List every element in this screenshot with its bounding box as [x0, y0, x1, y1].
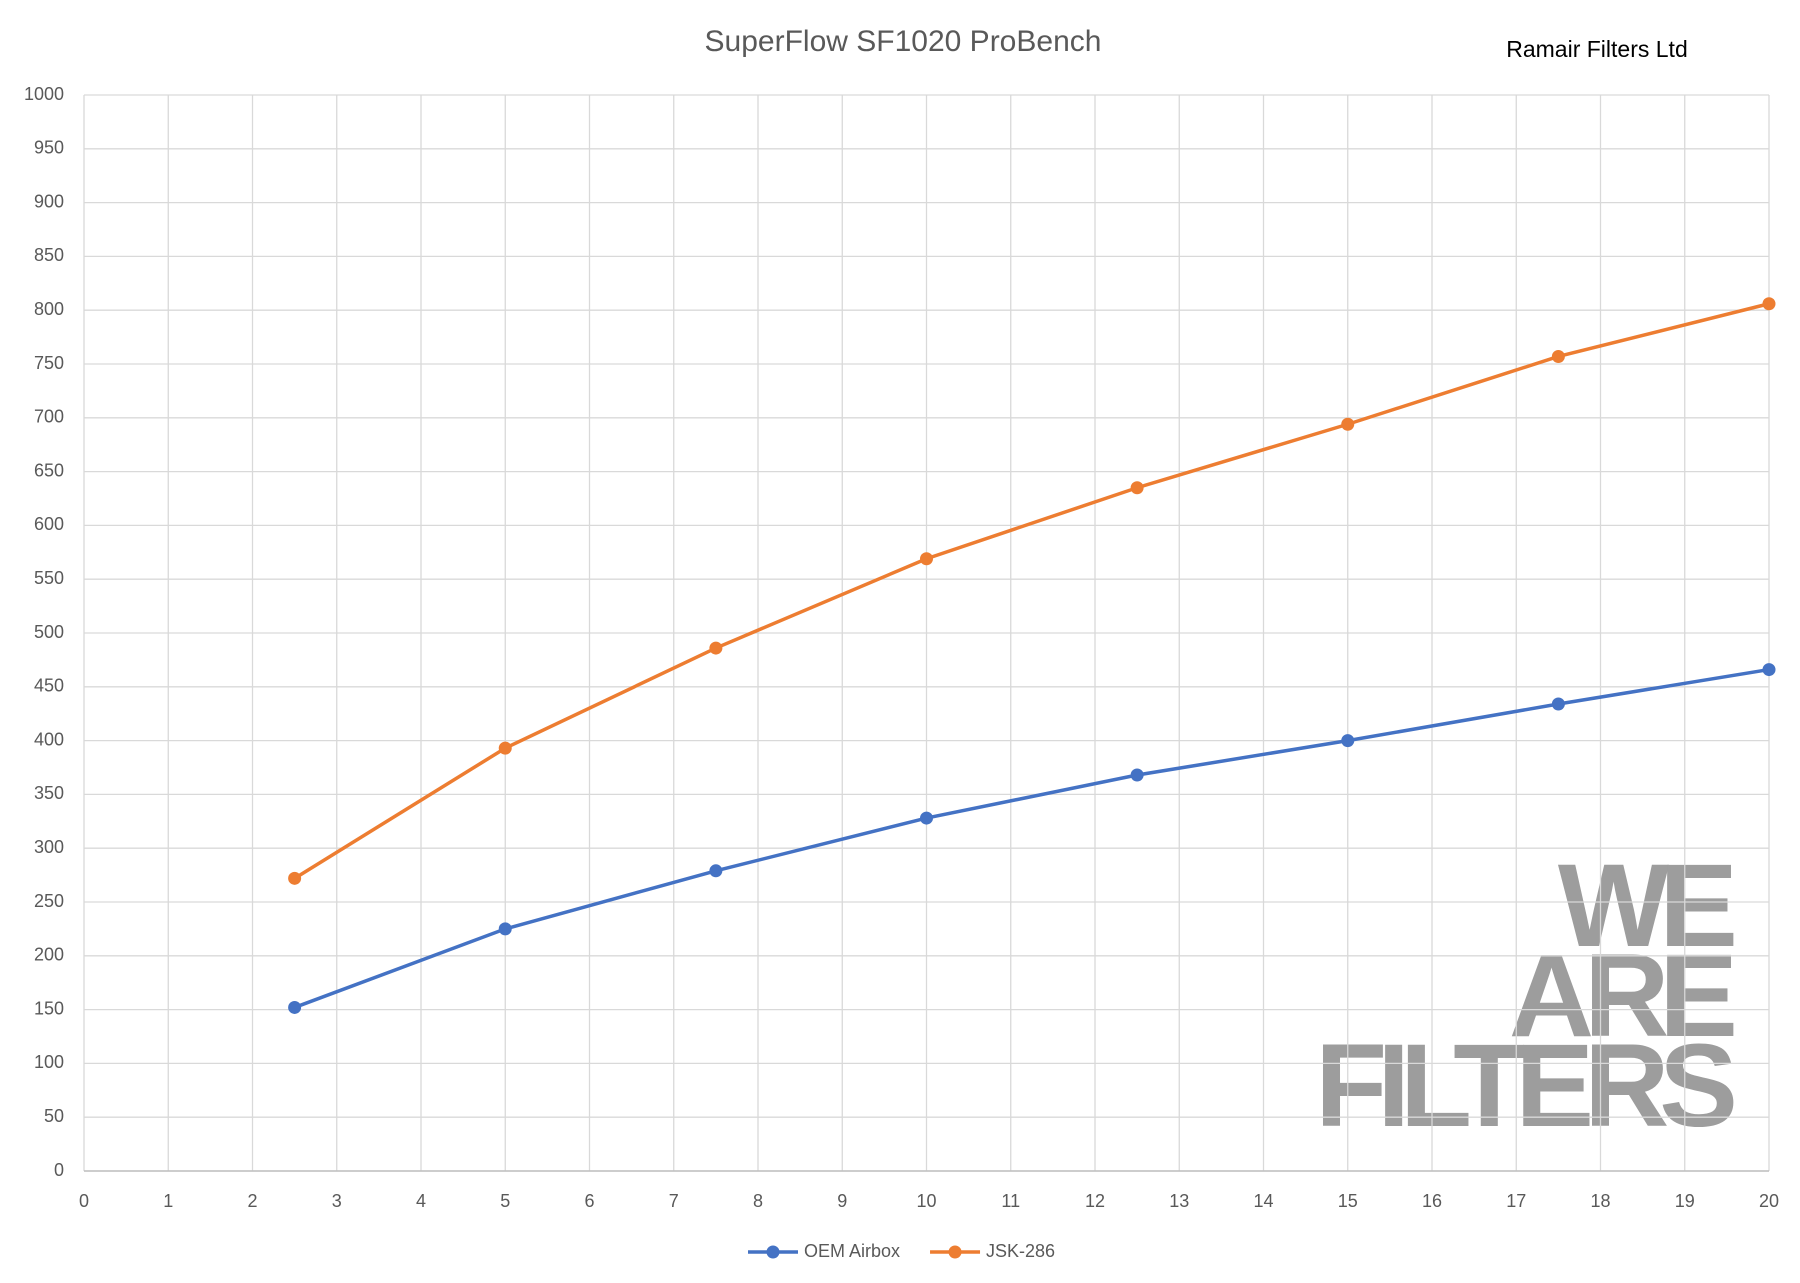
watermark-text: FILTERS [1315, 1020, 1734, 1152]
point [920, 552, 933, 566]
legend-marker [948, 1245, 962, 1259]
x-tick-label: 16 [1422, 1191, 1442, 1211]
point [920, 811, 933, 825]
x-tick-label: 19 [1675, 1191, 1695, 1211]
legend-marker [766, 1245, 780, 1259]
point [1341, 417, 1355, 431]
y-tick-label: 300 [34, 837, 64, 857]
x-tick-label: 18 [1590, 1191, 1610, 1211]
x-tick-label: 0 [79, 1191, 89, 1211]
y-tick-label: 100 [34, 1052, 64, 1072]
x-tick-label: 7 [669, 1191, 679, 1211]
legend-label: OEM Airbox [804, 1241, 900, 1261]
x-tick-label: 2 [247, 1191, 257, 1211]
x-tick-label: 15 [1338, 1191, 1358, 1211]
y-tick-label: 450 [34, 676, 64, 696]
legend-label: JSK-286 [986, 1241, 1055, 1261]
x-tick-label: 12 [1085, 1191, 1105, 1211]
y-tick-label: 850 [34, 245, 64, 265]
watermark-text: ARE [1509, 930, 1734, 1062]
y-tick-label: 350 [34, 783, 64, 803]
point [1762, 297, 1776, 311]
x-tick-label: 13 [1169, 1191, 1189, 1211]
y-tick-label: 250 [34, 891, 64, 911]
y-tick-label: 900 [34, 191, 64, 211]
y-tick-label: 200 [34, 945, 64, 965]
y-tick-label: 1000 [24, 84, 64, 104]
point [288, 871, 302, 885]
chart-title: SuperFlow SF1020 ProBench [705, 25, 1102, 58]
y-tick-label: 650 [34, 460, 64, 480]
y-tick-label: 50 [44, 1106, 64, 1126]
x-tick-label: 8 [753, 1191, 763, 1211]
corner-label: Ramair Filters Ltd [1506, 36, 1687, 62]
x-tick-label: 1 [163, 1191, 173, 1211]
point [1130, 768, 1144, 782]
point [1341, 734, 1355, 748]
y-tick-label: 550 [34, 568, 64, 588]
point [709, 864, 723, 878]
series-line [294, 667, 1770, 1010]
watermark-text: WE [1558, 840, 1734, 972]
x-tick-label: 10 [916, 1191, 936, 1211]
x-tick-label: 5 [500, 1191, 510, 1211]
y-tick-label: 150 [34, 998, 64, 1018]
x-tick-label: 20 [1759, 1191, 1779, 1211]
y-tick-label: 950 [34, 138, 64, 158]
y-tick-label: 700 [34, 407, 64, 427]
point [1551, 349, 1565, 363]
x-tick-label: 11 [1001, 1191, 1020, 1211]
y-tick-label: 500 [34, 622, 64, 642]
x-tick-label: 17 [1506, 1191, 1526, 1211]
point [709, 641, 723, 655]
point [1762, 663, 1776, 677]
y-tick-label: 600 [34, 514, 64, 534]
y-tick-label: 750 [34, 353, 64, 373]
point [1551, 697, 1565, 711]
y-tick-label: 0 [54, 1160, 64, 1180]
point [498, 741, 512, 755]
x-tick-label: 3 [332, 1191, 342, 1211]
x-tick-label: 6 [584, 1191, 594, 1211]
point [288, 1000, 302, 1014]
y-tick-label: 400 [34, 729, 64, 749]
x-tick-label: 14 [1253, 1191, 1273, 1211]
x-tick-label: 4 [416, 1191, 426, 1211]
x-tick-label: 9 [837, 1191, 847, 1211]
y-tick-label: 800 [34, 299, 64, 319]
point [498, 922, 512, 936]
point [1130, 481, 1144, 495]
series-line [293, 302, 1770, 880]
